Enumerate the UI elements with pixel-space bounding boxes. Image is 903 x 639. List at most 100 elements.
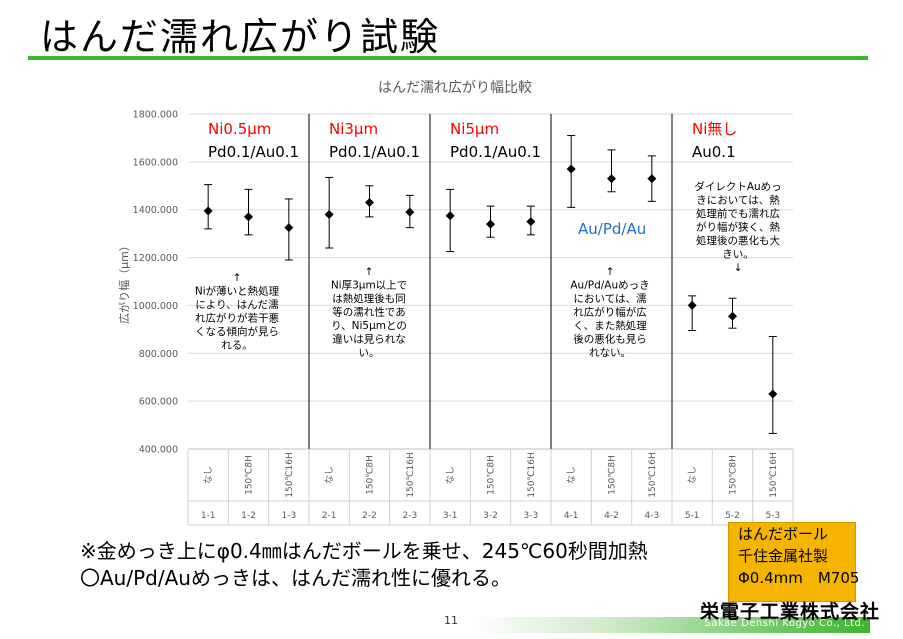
annotation-line: く、また熱処理 <box>573 319 647 332</box>
category-code-label: 4-2 <box>604 511 619 521</box>
category-code-label: 3-3 <box>523 511 538 521</box>
data-point <box>566 164 576 174</box>
y-tick-label: 400.000 <box>139 445 178 456</box>
solder-ball-legend: はんだボール 千住金属社製 Φ0.4mm M705 <box>728 522 860 602</box>
annotation-line: 処理前でも濡れ広 <box>696 207 780 220</box>
annotation-line: がり幅が狭く、熱 <box>696 221 780 234</box>
annotation-line: れない。 <box>589 347 631 359</box>
data-point <box>284 223 294 233</box>
group-label-thickness: Pd0.1/Au0.1 <box>208 143 299 161</box>
annotation-line: 後の悪化も見ら <box>573 333 647 346</box>
category-code-label: 3-2 <box>483 511 498 521</box>
y-tick-label: 600.000 <box>139 397 178 408</box>
data-point <box>768 389 778 399</box>
annotation-line: Au/Pd/Auめっき <box>570 280 649 292</box>
footer-bar <box>470 617 870 633</box>
annotation-line: い。 <box>359 347 380 359</box>
group-label-plating: Au/Pd/Au <box>578 220 646 238</box>
data-point <box>486 219 495 229</box>
group-label-plating: Ni0.5μm <box>208 120 271 138</box>
category-treatment-label: なし <box>687 466 698 484</box>
category-treatment-label: 150℃16H <box>527 452 537 498</box>
group-label-plating: Ni3μm <box>329 120 378 138</box>
category-treatment-label: 150℃16H <box>769 452 779 498</box>
category-treatment-label: なし <box>566 466 577 484</box>
annotation-line: Niが薄いと熱処理 <box>195 285 280 298</box>
annotation-line: れ広がり幅が広 <box>573 306 647 319</box>
annotation-line: ↑ <box>365 266 374 278</box>
category-code-label: 5-1 <box>685 511 700 521</box>
category-code-label: 3-1 <box>443 511 458 521</box>
company-name-en: Sakae Denshi Kogyo Co., Ltd. <box>704 618 865 629</box>
data-point <box>365 198 374 208</box>
category-treatment-label: なし <box>203 466 214 484</box>
legend-line: Φ0.4mm M705 <box>738 569 860 587</box>
category-treatment-label: 150℃8H <box>608 455 618 495</box>
annotation-line: は熱処理後も同 <box>332 292 406 305</box>
category-treatment-label: 150℃8H <box>245 455 255 495</box>
data-point <box>728 311 737 321</box>
group-label-thickness: Au0.1 <box>692 143 736 161</box>
annotation-line: Ni厚3μm以上で <box>331 280 407 292</box>
annotation-line: 処理後の悪化も大 <box>696 234 780 247</box>
y-tick-label: 1000.000 <box>133 301 178 312</box>
annotation-line: くなる傾向が見ら <box>195 325 279 338</box>
annotation-line: ↓ <box>734 262 743 274</box>
category-treatment-label: 150℃16H <box>406 452 416 498</box>
category-code-label: 2-3 <box>402 511 417 521</box>
category-code-label: 2-2 <box>362 511 377 521</box>
company-name: 栄電子工業株式会社 <box>700 601 881 623</box>
note-line-1: ※金めっき上にφ0.4㎜はんだボールを乗せ、245℃60秒間加熱 <box>80 539 648 563</box>
category-code-label: 1-1 <box>201 511 216 521</box>
category-code-label: 5-3 <box>765 511 780 521</box>
legend-line: 千住金属社製 <box>738 547 829 565</box>
y-tick-label: 1400.000 <box>133 205 178 216</box>
annotation-line: においては、濡 <box>574 293 647 305</box>
data-point <box>687 300 697 310</box>
category-code-label: 1-2 <box>241 511 256 521</box>
group-label-thickness: Pd0.1/Au0.1 <box>329 143 420 161</box>
annotation-line: ダイレクトAuめっ <box>694 180 781 193</box>
category-code-label: 1-3 <box>281 511 296 521</box>
y-axis-label: 広がり幅（μm） <box>117 240 131 324</box>
data-point <box>203 206 213 216</box>
category-treatment-label: なし <box>324 466 335 484</box>
y-tick-label: 1800.000 <box>133 110 178 121</box>
annotation-line: ↑ <box>606 266 615 278</box>
data-point <box>244 212 253 222</box>
annotation-line: れる。 <box>221 340 253 352</box>
y-tick-label: 800.000 <box>139 349 178 360</box>
annotation-line: り、Ni5μmとの <box>331 320 407 332</box>
annotation-line: きにおいては、熱 <box>696 194 780 207</box>
category-treatment-label: 150℃8H <box>366 455 376 495</box>
category-code-label: 5-2 <box>725 511 740 521</box>
legend-line: はんだボール <box>738 525 829 543</box>
category-treatment-label: 150℃16H <box>285 452 295 498</box>
data-point <box>324 210 334 219</box>
category-code-label: 4-1 <box>564 511 579 521</box>
annotation-line: 違いは見られな <box>332 333 406 346</box>
slide-title: はんだ濡れ広がり試験 <box>40 15 441 59</box>
group-label-thickness: Pd0.1/Au0.1 <box>450 143 541 161</box>
group-label-plating: Ni無し <box>692 120 737 138</box>
category-treatment-label: 150℃8H <box>729 455 739 495</box>
chart-title: はんだ濡れ広がり幅比較 <box>378 80 532 96</box>
note-line-2: 〇Au/Pd/Auめっきは、はんだ濡れ性に優れる。 <box>80 566 511 590</box>
group-label-plating: Ni5μm <box>450 120 499 138</box>
category-code-label: 2-1 <box>322 511 337 521</box>
category-code-label: 4-3 <box>644 511 659 521</box>
annotation-line: きい。 <box>722 249 754 261</box>
data-point <box>445 211 455 221</box>
data-point <box>526 217 536 227</box>
data-point <box>607 174 616 184</box>
annotation-line: 等の濡れ性であ <box>332 306 405 319</box>
annotation-line: ↑ <box>233 272 242 284</box>
data-point <box>405 207 415 217</box>
category-treatment-label: 150℃8H <box>487 455 497 495</box>
category-treatment-label: 150℃16H <box>648 452 658 498</box>
data-point <box>647 174 657 184</box>
page-number: 11 <box>444 614 458 627</box>
y-tick-label: 1600.000 <box>133 157 178 168</box>
category-treatment-label: なし <box>445 466 456 484</box>
